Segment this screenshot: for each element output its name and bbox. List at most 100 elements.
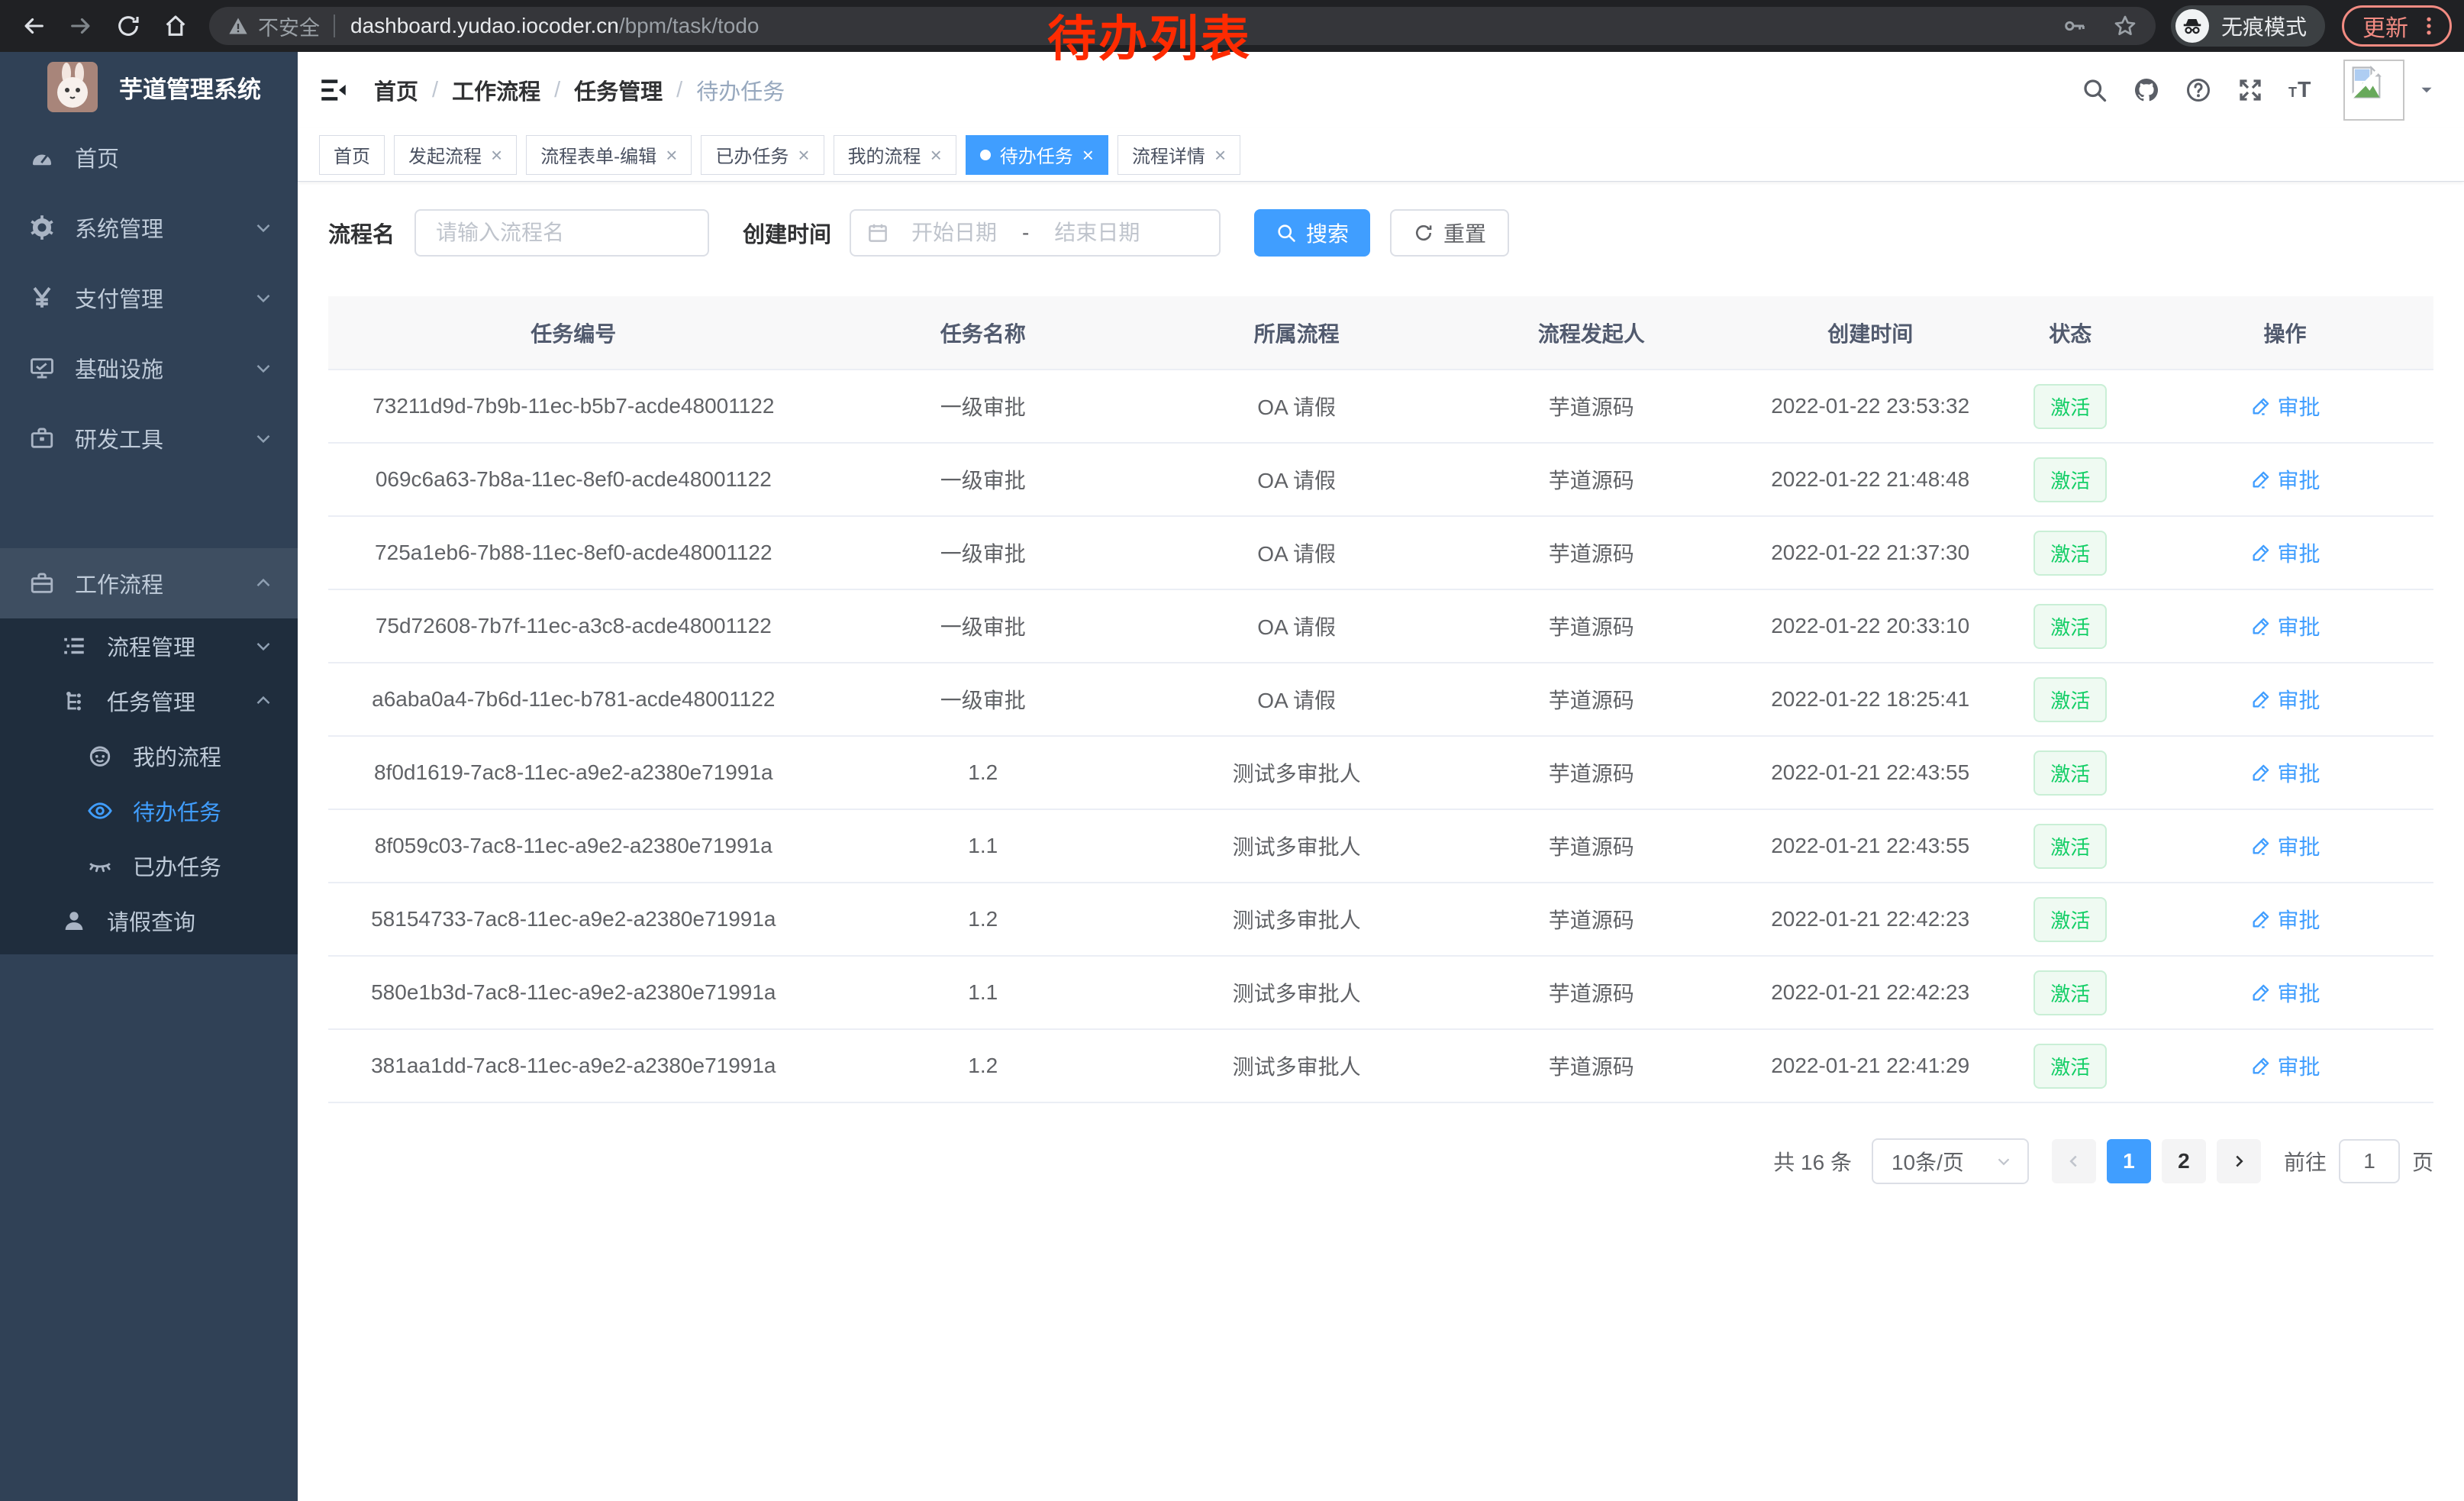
cell-time: 2022-01-22 21:37:30: [1737, 516, 2004, 590]
fullscreen-icon[interactable]: [2237, 76, 2264, 104]
cell-initiator: 芋道源码: [1446, 1029, 1737, 1103]
search-button[interactable]: 搜索: [1254, 209, 1371, 257]
page-size-select[interactable]: 10条/页: [1871, 1138, 2029, 1184]
approve-link[interactable]: 审批: [2250, 1051, 2320, 1081]
approve-link[interactable]: 审批: [2250, 391, 2320, 421]
start-date-input[interactable]: [889, 221, 1020, 245]
cell-id: 069c6a63-7b8a-11ec-8ef0-acde48001122: [328, 443, 819, 517]
table-row: 725a1eb6-7b88-11ec-8ef0-acde48001122 一级审批…: [328, 516, 2433, 590]
tab-form-edit[interactable]: 流程表单-编辑 ×: [526, 134, 692, 175]
sidebar-item-my-process[interactable]: 我的流程: [0, 728, 298, 783]
tab-label: 发起流程: [408, 147, 482, 167]
user-menu-caret-icon[interactable]: [2417, 80, 2437, 100]
close-icon[interactable]: ×: [798, 143, 810, 166]
cell-process: OA 请假: [1147, 516, 1446, 590]
cell-status: 激活: [2004, 370, 2137, 444]
bookmark-star-icon[interactable]: [2113, 14, 2137, 38]
close-icon[interactable]: ×: [666, 143, 678, 166]
close-icon[interactable]: ×: [491, 143, 503, 166]
cell-initiator: 芋道源码: [1446, 663, 1737, 737]
approve-link-label: 审批: [2277, 468, 2320, 492]
end-date-input[interactable]: [1032, 221, 1163, 245]
reset-button[interactable]: 重置: [1390, 209, 1510, 257]
sidebar-item-payment[interactable]: 支付管理: [0, 263, 298, 333]
approve-link[interactable]: 审批: [2250, 904, 2320, 934]
cell-time: 2022-01-21 22:43:55: [1737, 809, 2004, 883]
edit-icon: [2250, 469, 2272, 490]
font-size-icon[interactable]: [2288, 76, 2316, 104]
browser-back-button[interactable]: [12, 5, 55, 47]
approve-link[interactable]: 审批: [2250, 537, 2320, 568]
github-icon[interactable]: [2133, 76, 2160, 104]
sidebar-item-leave-query[interactable]: 请假查询: [0, 893, 298, 948]
avatar[interactable]: [2343, 60, 2404, 121]
sidebar-item-home[interactable]: 首页: [0, 122, 298, 192]
kebab-menu-icon[interactable]: [2417, 15, 2440, 37]
approve-link[interactable]: 审批: [2250, 611, 2320, 641]
app-logo[interactable]: 芋道管理系统: [0, 52, 298, 122]
sidebar-item-done-tasks[interactable]: 已办任务: [0, 838, 298, 893]
sidebar-item-label: 请假查询: [107, 911, 196, 935]
breadcrumb-item[interactable]: 工作流程: [452, 80, 541, 105]
prev-page-button[interactable]: [2051, 1139, 2096, 1183]
goto-page: 前往 页: [2284, 1139, 2433, 1183]
goto-page-input[interactable]: [2338, 1139, 2400, 1183]
approve-link[interactable]: 审批: [2250, 831, 2320, 861]
cell-status: 激活: [2004, 883, 2137, 957]
approve-link[interactable]: 审批: [2250, 684, 2320, 715]
page-button-1[interactable]: 1: [2106, 1139, 2151, 1183]
incognito-icon: [2175, 9, 2209, 43]
help-icon[interactable]: [2185, 76, 2212, 104]
sidebar-item-devtools[interactable]: 研发工具: [0, 403, 298, 473]
tab-todo-tasks[interactable]: 待办任务 ×: [965, 134, 1108, 175]
approve-link[interactable]: 审批: [2250, 464, 2320, 495]
tab-my-process[interactable]: 我的流程 ×: [833, 134, 956, 175]
approve-link[interactable]: 审批: [2250, 977, 2320, 1008]
sidebar-item-label: 已办任务: [133, 856, 222, 880]
browser-reload-button[interactable]: [107, 5, 150, 47]
page-button-2[interactable]: 2: [2161, 1139, 2206, 1183]
next-page-button[interactable]: [2216, 1139, 2261, 1183]
sidebar-item-process-mgmt[interactable]: 流程管理: [0, 618, 298, 673]
tab-home[interactable]: 首页: [319, 134, 385, 175]
table-row: a6aba0a4-7b6d-11ec-b781-acde48001122 一级审批…: [328, 663, 2433, 737]
close-icon[interactable]: ×: [930, 143, 942, 166]
sidebar-item-task-mgmt[interactable]: 任务管理: [0, 673, 298, 728]
cell-time: 2022-01-21 22:43:55: [1737, 736, 2004, 810]
incognito-label: 无痕模式: [2221, 15, 2307, 39]
close-icon[interactable]: ×: [1082, 143, 1094, 166]
browser-forward-button[interactable]: [60, 5, 102, 47]
cell-status: 激活: [2004, 809, 2137, 883]
password-key-icon[interactable]: [2062, 14, 2087, 38]
browser-home-button[interactable]: [154, 5, 197, 47]
sidebar-item-todo-tasks[interactable]: 待办任务: [0, 783, 298, 838]
cell-status: 激活: [2004, 956, 2137, 1030]
cell-process: 测试多审批人: [1147, 956, 1446, 1030]
sidebar-item-workflow[interactable]: 工作流程: [0, 548, 298, 618]
close-icon[interactable]: ×: [1214, 143, 1227, 166]
sidebar-item-infrastructure[interactable]: 基础设施: [0, 333, 298, 403]
approve-link[interactable]: 审批: [2250, 757, 2320, 788]
sidebar-item-system[interactable]: 系统管理: [0, 192, 298, 263]
process-name-input[interactable]: [414, 209, 710, 257]
tab-start-process[interactable]: 发起流程 ×: [394, 134, 518, 175]
header-search-icon[interactable]: [2081, 76, 2108, 104]
tab-done-tasks[interactable]: 已办任务 ×: [701, 134, 824, 175]
filter-form: 流程名 创建时间 - 搜索 重置: [328, 209, 2433, 257]
browser-update-button[interactable]: 更新: [2342, 5, 2452, 47]
breadcrumb-item[interactable]: 首页: [374, 80, 419, 105]
approve-link-label: 审批: [2277, 1054, 2320, 1079]
chevron-down-icon: [252, 357, 275, 379]
sidebar-item-label: 任务管理: [107, 691, 196, 715]
url-domain: dashboard.yudao.iocoder.cn: [350, 14, 619, 37]
breadcrumb-item[interactable]: 任务管理: [574, 80, 663, 105]
date-range-picker[interactable]: -: [850, 209, 1221, 257]
edit-icon: [2250, 615, 2272, 637]
cell-action: 审批: [2137, 443, 2433, 517]
approve-link-label: 审批: [2277, 981, 2320, 1006]
flow-icon: [61, 688, 87, 714]
sidebar-toggle-hamburger-icon[interactable]: [318, 74, 350, 106]
chevron-down-icon: [252, 216, 275, 239]
tab-process-detail[interactable]: 流程详情 ×: [1117, 134, 1241, 175]
address-bar[interactable]: 不安全 dashboard.yudao.iocoder.cn /bpm/task…: [209, 7, 2156, 45]
